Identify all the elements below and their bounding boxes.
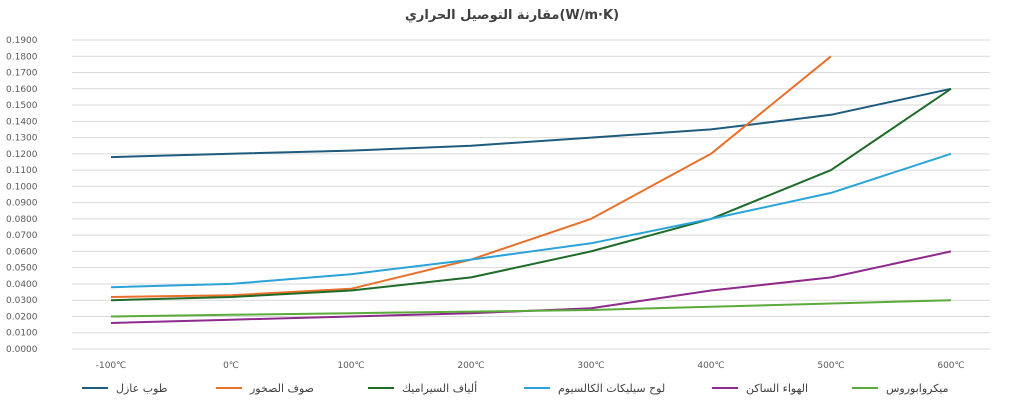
y-tick-label: 0.1000 <box>6 182 38 192</box>
legend-label: ميكروابوروس <box>886 382 949 395</box>
series-line <box>110 152 952 289</box>
x-tick-label: 400℃ <box>697 361 724 371</box>
y-tick-label: 0.0700 <box>6 231 38 241</box>
legend-label: الهواء الساكن <box>746 382 808 395</box>
y-tick-label: 0.1200 <box>6 150 38 160</box>
y-tick-label: 0.0500 <box>6 264 38 274</box>
y-tick-label: 0.0600 <box>6 247 38 257</box>
y-tick-label: 0.0200 <box>6 312 38 322</box>
y-tick-label: 0.1700 <box>6 69 38 79</box>
y-tick-label: 0.0000 <box>6 345 38 355</box>
x-tick-label: 600℃ <box>937 361 964 371</box>
y-tick-label: 0.0800 <box>6 215 38 225</box>
y-tick-label: 0.1100 <box>6 166 38 176</box>
legend-label: صوف الصخور <box>249 382 314 395</box>
y-tick-label: 0.0900 <box>6 199 38 209</box>
y-tick-label: 0.1800 <box>6 52 38 62</box>
series-line <box>110 87 952 302</box>
y-tick-label: 0.1400 <box>6 117 38 127</box>
x-tick-label: 0℃ <box>223 361 239 371</box>
legend-label: طوب عازل <box>116 382 168 395</box>
legend-label: لوح سيليكات الكالسيوم <box>558 382 665 395</box>
y-tick-label: 0.0400 <box>6 280 38 290</box>
legend-label: ألياف السيراميك <box>402 381 477 395</box>
x-tick-label: 300℃ <box>577 361 604 371</box>
x-tick-label: -100℃ <box>96 361 127 371</box>
x-tick-label: 200℃ <box>457 361 484 371</box>
y-tick-label: 0.0300 <box>6 296 38 306</box>
y-tick-label: 0.1300 <box>6 134 38 144</box>
chart-title: مقارنة التوصيل الحراري(W/m·K) <box>404 8 620 23</box>
y-tick-label: 0.1900 <box>6 36 38 46</box>
series-line <box>110 55 832 298</box>
series-line <box>110 250 952 324</box>
series-line <box>110 87 952 159</box>
x-tick-label: 100℃ <box>337 361 364 371</box>
x-tick-label: 500℃ <box>817 361 844 371</box>
y-tick-label: 0.1600 <box>6 85 38 95</box>
y-tick-label: 0.0100 <box>6 329 38 339</box>
series-line <box>110 299 952 318</box>
y-tick-label: 0.1500 <box>6 101 38 111</box>
